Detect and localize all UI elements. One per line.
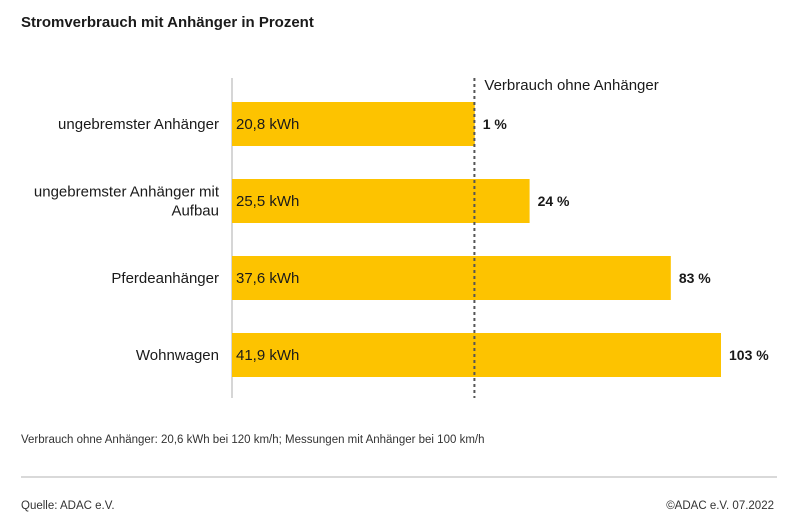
bar-value-label: 41,9 kWh: [236, 347, 299, 364]
bar: [232, 102, 475, 146]
bar-value-label: 20,8 kWh: [236, 116, 299, 133]
bar: [232, 333, 721, 377]
category-label: Pferdeanhänger: [111, 270, 219, 287]
percent-label: 1 %: [483, 116, 508, 132]
footnote: Verbrauch ohne Anhänger: 20,6 kWh bei 12…: [21, 434, 485, 446]
bar-value-label: 25,5 kWh: [236, 193, 299, 210]
bar: [232, 179, 530, 223]
category-label-line: Pferdeanhänger: [111, 270, 219, 287]
reference-label: Verbrauch ohne Anhänger: [484, 77, 658, 94]
percent-label: 24 %: [538, 193, 570, 209]
percent-label: 103 %: [729, 347, 769, 363]
category-label-line: ungebremster Anhänger: [58, 116, 219, 133]
source-text: Quelle: ADAC e.V.: [21, 500, 115, 512]
category-label-line: Wohnwagen: [136, 347, 219, 364]
bar-value-label: 37,6 kWh: [236, 270, 299, 287]
chart-title: Stromverbrauch mit Anhänger in Prozent: [21, 14, 314, 31]
category-label: Wohnwagen: [136, 347, 219, 364]
category-label: ungebremster Anhänger mit Aufbau: [34, 184, 220, 220]
percent-label: 83 %: [679, 270, 711, 286]
category-label-line: Aufbau: [171, 203, 219, 220]
bar: [232, 256, 671, 300]
copyright-text: ©ADAC e.V. 07.2022: [666, 500, 774, 512]
category-label: ungebremster Anhänger: [58, 116, 219, 133]
footer-divider: [21, 476, 777, 478]
category-label-line: ungebremster Anhänger mit: [34, 184, 220, 201]
